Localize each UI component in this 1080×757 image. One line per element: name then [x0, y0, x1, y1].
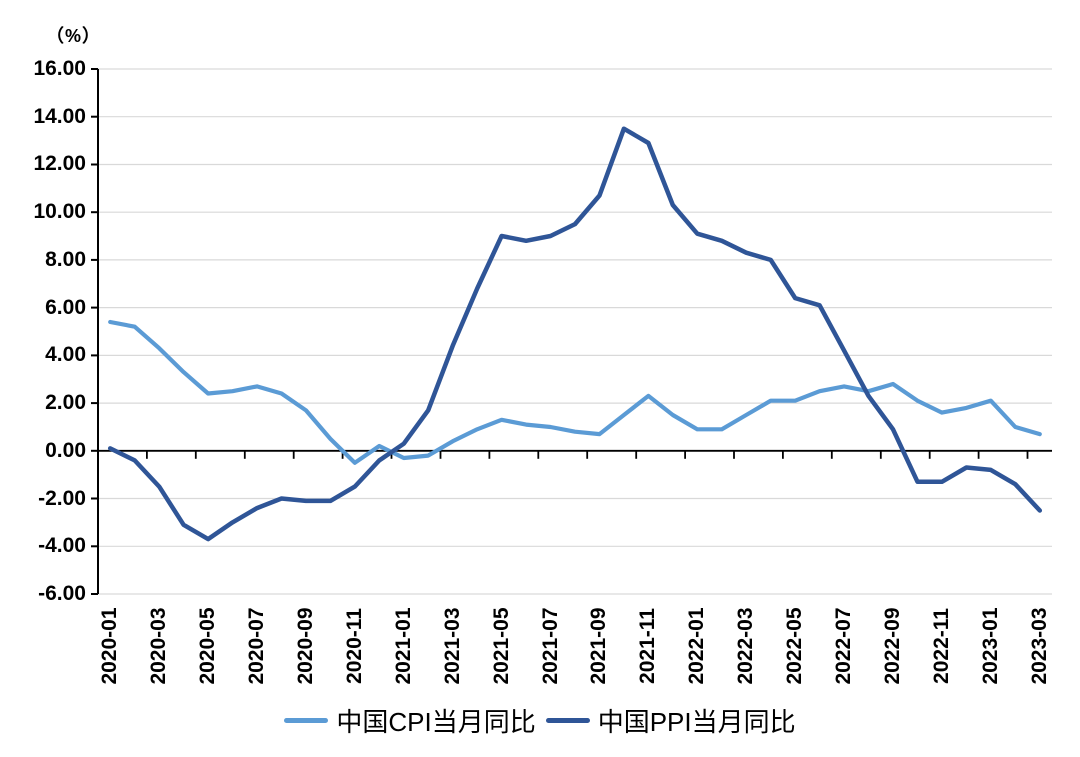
y-tick-label: 2.00 [45, 391, 86, 414]
y-tick-label: -4.00 [38, 534, 86, 557]
legend-item-cpi: 中国CPI当月同比 [284, 702, 536, 739]
y-tick-label: 6.00 [45, 296, 86, 319]
x-tick-label: 2020-05 [196, 607, 219, 685]
y-tick-label: 10.00 [33, 200, 86, 223]
cpi-line [108, 319, 1042, 465]
legend-item-label: 中国PPI当月同比 [597, 706, 796, 737]
y-tick-label: 16.00 [33, 57, 86, 80]
x-tick-label: 2021-05 [490, 607, 513, 685]
x-tick-label: 2020-03 [147, 607, 170, 685]
x-tick-label: 2021-11 [636, 608, 659, 684]
x-tick-label: 2023-03 [1028, 607, 1051, 685]
y-axis-unit-label: （%） [46, 26, 102, 46]
x-tick-label: 2021-09 [587, 607, 610, 685]
x-tick-label: 2022-05 [783, 607, 806, 685]
x-tick-label: 2022-03 [734, 607, 757, 685]
x-tick-label: 2022-11 [930, 608, 953, 684]
x-tick-label: 2022-07 [832, 607, 855, 685]
y-tick-label: -2.00 [38, 487, 86, 510]
x-tick-label: 2023-01 [979, 607, 1002, 685]
legend-item-label: 中国CPI当月同比 [336, 706, 536, 737]
x-tick-label: 2021-01 [392, 607, 415, 685]
x-tick-label: 2020-07 [245, 607, 268, 685]
y-tick-label: 14.00 [33, 105, 86, 128]
y-tick-label: 8.00 [45, 248, 86, 271]
y-tick-label: 12.00 [33, 152, 86, 175]
cpi-legend-line-icon [284, 717, 329, 723]
x-tick-label: 2022-01 [685, 607, 708, 685]
legend: 中国CPI当月同比 中国PPI当月同比 [0, 702, 1080, 738]
x-tick-label: 2021-07 [539, 607, 562, 685]
ppi-line [107, 126, 1043, 542]
y-tick-label: 4.00 [45, 343, 86, 366]
ppi-legend-line-icon [545, 717, 590, 723]
legend-item-ppi: 中国PPI当月同比 [545, 702, 796, 739]
y-tick-label: -6.00 [38, 582, 86, 605]
x-tick-label: 2020-11 [343, 608, 366, 684]
x-tick-label: 2022-09 [881, 607, 904, 685]
x-tick-label: 2020-01 [98, 607, 121, 685]
x-tick-label: 2020-09 [294, 607, 317, 685]
y-tick-label: 0.00 [45, 439, 86, 462]
x-tick-label: 2021-03 [441, 607, 464, 685]
